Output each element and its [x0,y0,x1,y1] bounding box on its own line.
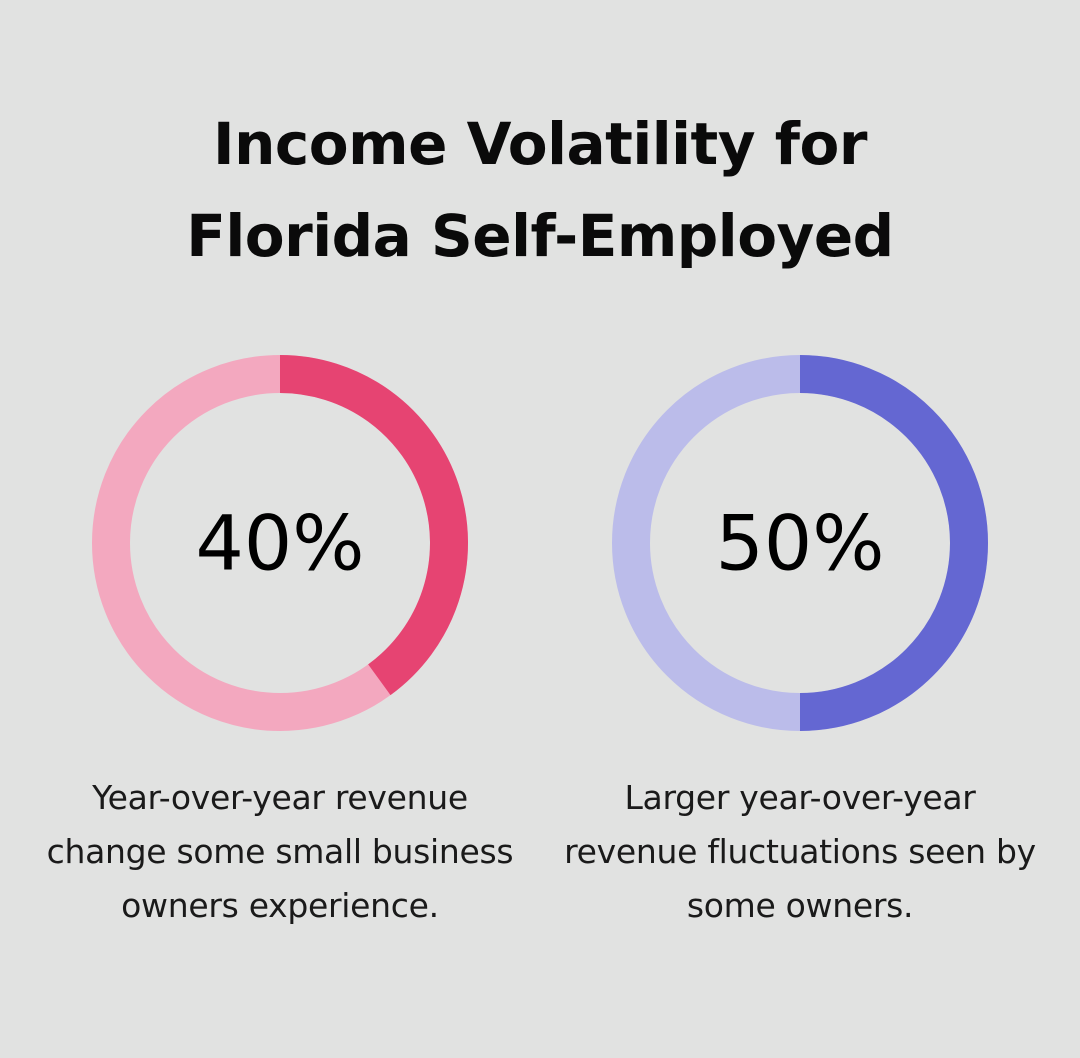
title-line-1: Income Volatility for [213,110,867,178]
donut-chart-1: 40% [92,355,468,731]
stat-card-2: 50% Larger year-over-year revenue fluctu… [560,353,1040,933]
donut-segment [279,355,468,696]
stat-card-1: 40% Year-over-year revenue change some s… [40,353,520,933]
stat-caption-2: Larger year-over-year revenue fluctuatio… [564,778,1036,925]
donut-chart-2: 50% [612,355,988,731]
donut-segment [799,355,988,731]
stat-caption-1: Year-over-year revenue change some small… [46,778,514,925]
donut-value-label: 50% [716,499,885,588]
donut-value-label: 40% [196,499,365,588]
page-title: Income Volatility for Florida Self-Emplo… [0,98,1080,282]
title-line-2: Florida Self-Employed [186,202,894,270]
